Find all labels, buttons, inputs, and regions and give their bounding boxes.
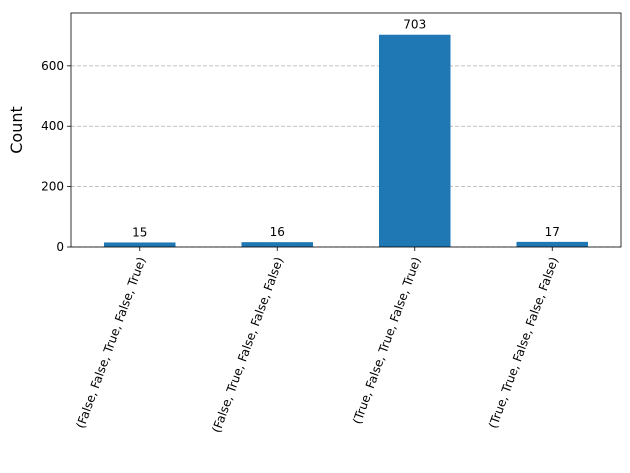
- y-tick-label: 600: [41, 59, 64, 73]
- data-label: 17: [545, 225, 560, 239]
- x-tick-label: (False, True, False, False, False): [209, 255, 286, 434]
- plot-frame: [70, 12, 622, 248]
- x-tick-label: (True, True, False, False, False): [486, 255, 561, 430]
- y-axis-label: Count: [7, 106, 26, 154]
- data-label: 15: [132, 225, 147, 239]
- bar: [516, 241, 588, 247]
- bar: [241, 242, 313, 247]
- data-label: 16: [270, 225, 285, 239]
- y-tick-label: 0: [56, 240, 64, 254]
- x-tick-label: (True, False, True, False, True): [350, 255, 424, 426]
- x-tick-label: (False, False, True, False, True): [73, 255, 148, 430]
- bar: [379, 34, 451, 248]
- bar: [104, 242, 176, 247]
- y-tick-label: 400: [41, 119, 64, 133]
- data-label: 703: [403, 18, 426, 32]
- y-tick-label: 200: [41, 180, 64, 194]
